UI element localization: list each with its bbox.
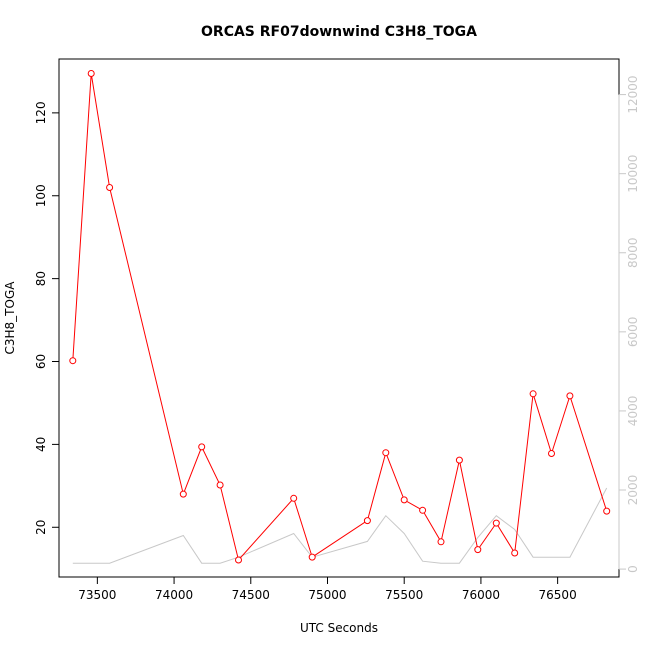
- data-point: [363, 517, 371, 525]
- y-tick-label: 120: [34, 101, 48, 124]
- data-point: [235, 556, 242, 564]
- y2-tick-label: 4000: [626, 396, 640, 427]
- y2-tick-label: 8000: [626, 237, 640, 268]
- x-tick-label: 75000: [308, 588, 346, 602]
- data-point: [437, 538, 445, 546]
- data-point: [603, 507, 611, 515]
- x-axis-label: UTC Seconds: [300, 621, 378, 635]
- series-line-left: [72, 73, 608, 562]
- data-point: [216, 481, 224, 489]
- y-axis-label: C3H8_TOGA: [3, 281, 17, 355]
- y-tick-label: 60: [34, 354, 48, 369]
- series-layer: [69, 70, 611, 564]
- data-point: [455, 456, 463, 464]
- y2-tick-label: 6000: [626, 317, 640, 348]
- x-tick-label: 73500: [78, 588, 116, 602]
- chart-title: ORCAS RF07downwind C3H8_TOGA: [201, 24, 477, 40]
- data-point: [290, 494, 298, 502]
- data-point: [474, 546, 482, 554]
- data-point: [419, 506, 427, 514]
- data-point: [179, 490, 187, 498]
- data-point: [566, 392, 574, 400]
- x-tick-label: 76500: [539, 588, 577, 602]
- x-tick-label: 74500: [232, 588, 270, 602]
- y-tick-label: 100: [34, 184, 48, 207]
- data-point: [69, 357, 77, 365]
- x-tick-label: 76000: [462, 588, 500, 602]
- x-tick-label: 75500: [385, 588, 423, 602]
- data-point: [198, 443, 206, 451]
- data-point: [511, 549, 519, 557]
- right-y-axis: 0 2000 4000 6000 8000 10000 12000: [618, 75, 640, 573]
- y2-tick-label: 10000: [626, 155, 640, 193]
- data-point: [382, 449, 390, 457]
- y-axis: 20 40 60 80 100 120: [34, 101, 60, 535]
- data-point: [308, 553, 316, 561]
- y-tick-label: 20: [34, 520, 48, 535]
- data-point: [492, 519, 500, 527]
- x-tick-label: 74000: [155, 588, 193, 602]
- data-point: [400, 496, 408, 504]
- y2-tick-label: 0: [626, 565, 640, 573]
- data-point: [529, 390, 537, 398]
- y2-tick-label: 12000: [626, 75, 640, 113]
- data-point: [548, 450, 555, 457]
- data-point: [87, 70, 95, 77]
- x-axis: 73500 74000 74500 75000 75500 76000 76500: [78, 576, 577, 602]
- data-point: [106, 184, 114, 191]
- y-tick-label: 40: [34, 437, 48, 452]
- series-line-right: [72, 487, 608, 564]
- y2-tick-label: 2000: [626, 475, 640, 506]
- y-tick-label: 80: [34, 271, 48, 286]
